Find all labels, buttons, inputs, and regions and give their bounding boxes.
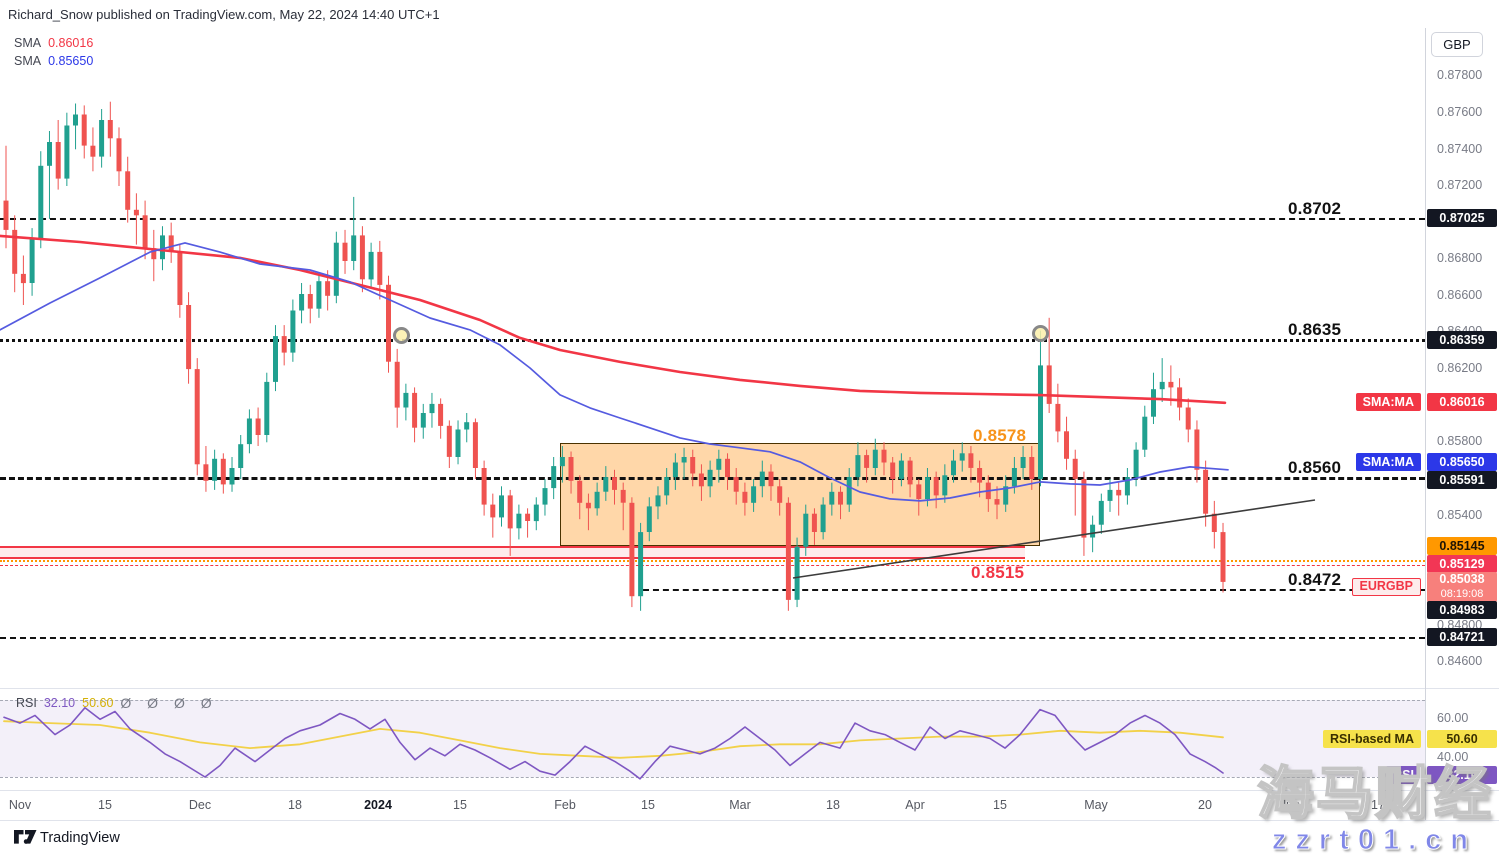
- time-axis-tick: Apr: [905, 798, 925, 812]
- axis-price-badge: 0.85038 08:19:08: [1427, 572, 1497, 602]
- level-price-label: 0.8635: [1288, 320, 1342, 339]
- time-axis-tick: 18: [288, 798, 302, 812]
- bar-countdown: 08:19:08: [1440, 588, 1484, 600]
- tradingview-brand-text[interactable]: TradingView: [40, 830, 120, 846]
- axis-price-badge: 0.86016: [1427, 393, 1497, 411]
- rsi-ma-value: 50.60: [82, 696, 114, 710]
- time-axis-tick: Mar: [729, 798, 751, 812]
- rsi-legend: RSI 32.10 50.60 Ø Ø Ø Ø: [16, 694, 218, 712]
- axis-price-badge: 0.86359: [1427, 331, 1497, 349]
- event-circle-marker[interactable]: [1032, 325, 1049, 342]
- time-axis-tick: 15: [993, 798, 1007, 812]
- sma-legend-label: SMA: [14, 54, 42, 68]
- axis-price-badge: 32.10: [1427, 766, 1497, 784]
- consolidation-range-box[interactable]: [560, 443, 1040, 546]
- axis-price-badge: 0.85129: [1427, 555, 1497, 573]
- horizontal-level-line[interactable]: [0, 637, 1425, 639]
- drawing-text-label: 0.8515: [971, 563, 1025, 582]
- currency-toggle-button[interactable]: GBP: [1431, 32, 1483, 57]
- time-axis-tick: 17: [1371, 798, 1385, 812]
- rsi-axis-tick: 60.00: [1437, 711, 1469, 725]
- level-price-label: 0.8560: [1288, 458, 1342, 477]
- rsi-axis-tick: 40.00: [1437, 750, 1469, 764]
- alert-price-line[interactable]: [0, 560, 1425, 562]
- time-axis-tick: Feb: [554, 798, 576, 812]
- footer: TradingView: [0, 820, 1499, 857]
- price-axis-border: [1425, 28, 1426, 820]
- watermark-url: zzrt01.cn: [1271, 824, 1477, 857]
- time-axis-tick: 20: [1198, 798, 1212, 812]
- sma-legend-value: 0.85650: [48, 54, 94, 68]
- price-axis-tick: 0.87400: [1437, 142, 1483, 156]
- header: Richard_Snow published on TradingView.co…: [0, 0, 1499, 28]
- axis-price-badge: 0.87025: [1427, 209, 1497, 227]
- rsi-lower-band-line: [0, 777, 1425, 778]
- sma-legend-row[interactable]: SMA 0.86016: [14, 34, 93, 52]
- axis-price-badge: 0.85145: [1427, 537, 1497, 555]
- rsi-source-icons: Ø Ø Ø Ø: [120, 695, 218, 711]
- price-axis-tick: 0.87200: [1437, 178, 1483, 192]
- tradingview-logo-icon[interactable]: [14, 830, 37, 849]
- price-axis-tick: 0.85400: [1437, 508, 1483, 522]
- rsi-upper-band-line: [0, 700, 1425, 701]
- time-axis-tick: 15: [641, 798, 655, 812]
- time-axis-tick: 15: [98, 798, 112, 812]
- price-axis-tick: 0.86800: [1437, 251, 1483, 265]
- price-axis-tick: 0.87800: [1437, 68, 1483, 82]
- horizontal-level-line[interactable]: [643, 589, 1425, 591]
- sma-legend-label: SMA: [14, 36, 42, 50]
- level-price-label: 0.8702: [1288, 199, 1342, 218]
- time-axis-tick: 15: [453, 798, 467, 812]
- rsi-value: 32.10: [43, 696, 76, 710]
- time-axis-tick: Nov: [8, 798, 32, 812]
- axis-price-badge: 0.85591: [1427, 471, 1497, 489]
- sma-fast-line: [0, 234, 1227, 405]
- support-zone-band[interactable]: [0, 546, 1025, 559]
- time-axis-tick: May: [1084, 798, 1108, 812]
- time-axis-tick: Dec: [188, 798, 212, 812]
- drawing-text-label: 0.8578: [973, 426, 1027, 445]
- horizontal-level-line[interactable]: [0, 477, 1425, 480]
- axis-price-badge: 50.60: [1427, 730, 1497, 748]
- axis-price-badge: 0.84721: [1427, 628, 1497, 646]
- horizontal-level-line[interactable]: [0, 218, 1425, 220]
- timeaxis-separator: [0, 790, 1499, 791]
- level-price-label: 0.8472: [1288, 570, 1342, 589]
- event-circle-marker[interactable]: [393, 327, 410, 344]
- sma-legend-row[interactable]: SMA 0.85650: [14, 52, 93, 70]
- sma-legend: SMA 0.86016 SMA 0.85650: [14, 34, 93, 70]
- publish-credit: Richard_Snow published on TradingView.co…: [8, 7, 440, 22]
- horizontal-level-line[interactable]: [0, 339, 1425, 342]
- price-axis-tick: 0.84600: [1437, 654, 1483, 668]
- indicator-label-badge: SMA:MA: [1355, 393, 1421, 411]
- axis-price-badge: 0.84983: [1427, 601, 1497, 619]
- price-axis-tick: 0.85800: [1437, 434, 1483, 448]
- price-axis-tick: 0.86200: [1437, 361, 1483, 375]
- alert-price-line[interactable]: [0, 565, 1425, 566]
- price-axis-tick: 0.87600: [1437, 105, 1483, 119]
- axis-price-badge: 0.85650: [1427, 453, 1497, 471]
- indicator-label-badge: SMA:MA: [1355, 453, 1421, 471]
- symbol-label-badge: EURGBP: [1351, 578, 1421, 596]
- time-axis-tick: 18: [826, 798, 840, 812]
- sma-legend-value: 0.86016: [48, 36, 94, 50]
- pane-separator[interactable]: [0, 688, 1499, 689]
- price-axis-tick: 0.86600: [1437, 288, 1483, 302]
- time-axis-tick: Jun: [1279, 798, 1301, 812]
- time-axis-tick: 2024: [364, 798, 392, 812]
- watermark-chinese: 海马财经: [1256, 761, 1493, 827]
- indicator-label-badge: RSI: [1386, 766, 1421, 784]
- rsi-legend-name: RSI: [16, 696, 37, 710]
- indicator-label-badge: RSI-based MA: [1322, 730, 1421, 748]
